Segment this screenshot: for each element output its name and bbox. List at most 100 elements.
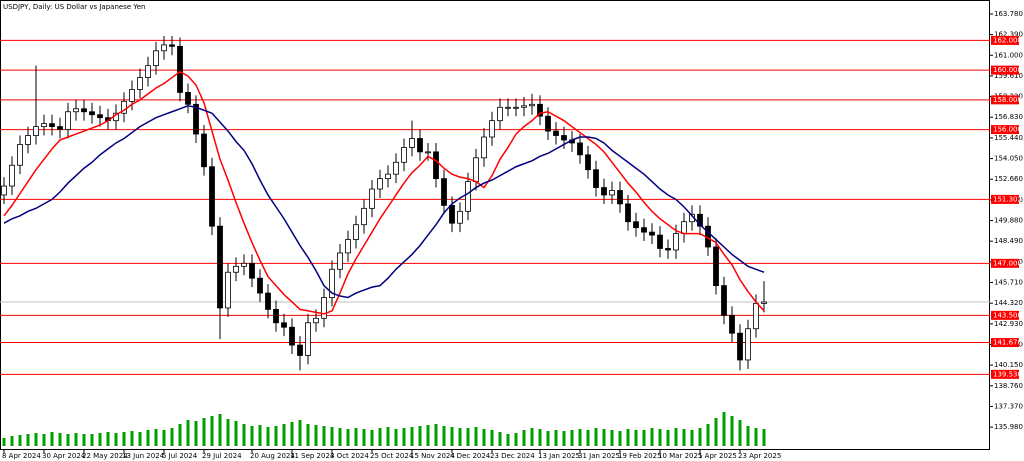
candle-body bbox=[225, 271, 231, 309]
candle-body bbox=[553, 130, 559, 136]
volume-bar bbox=[242, 424, 246, 446]
volume-bar bbox=[274, 426, 278, 446]
level-label: 156.000 bbox=[993, 126, 1022, 134]
chart-title: USDJPY, Daily: US Dollar vs Japanese Yen bbox=[3, 3, 145, 11]
volume-bar bbox=[746, 426, 750, 446]
volume-bar bbox=[546, 431, 550, 446]
x-tick-label: 19 Feb 2025 bbox=[618, 452, 662, 460]
level-tag bbox=[991, 65, 1019, 75]
volume-bar bbox=[178, 424, 182, 446]
volume-bar bbox=[514, 433, 518, 446]
candle-body bbox=[433, 151, 439, 180]
candle-body bbox=[129, 89, 135, 102]
volume-bar bbox=[130, 431, 134, 446]
candle-body bbox=[625, 203, 631, 223]
volume-bar bbox=[418, 426, 422, 446]
volume-bar bbox=[618, 431, 622, 446]
volume-bar bbox=[538, 429, 542, 446]
volume-bar bbox=[450, 427, 454, 446]
candle-body bbox=[561, 135, 567, 141]
volume-bar bbox=[26, 434, 30, 446]
volume-bar bbox=[466, 428, 470, 446]
volume-bar bbox=[362, 429, 366, 446]
volume-bar bbox=[626, 429, 630, 446]
candle-body bbox=[249, 262, 255, 279]
y-tick-label: 161.000 bbox=[994, 51, 1023, 59]
x-tick-label: 5 Jul 2024 bbox=[162, 452, 198, 460]
volume-bar bbox=[234, 421, 238, 446]
y-tick-label: 142.930 bbox=[994, 320, 1023, 328]
volume-bar bbox=[482, 429, 486, 446]
candle-body bbox=[217, 225, 223, 309]
x-tick-label: 10 Mar 2025 bbox=[658, 452, 702, 460]
volume-bar bbox=[642, 430, 646, 446]
volume-bar bbox=[434, 424, 438, 446]
candle-body bbox=[713, 246, 719, 287]
candle-body bbox=[369, 188, 375, 209]
candle-body bbox=[49, 123, 55, 128]
candle-body bbox=[737, 332, 743, 361]
candle-body bbox=[585, 154, 591, 171]
volume-bar bbox=[74, 433, 78, 446]
candle-body bbox=[697, 213, 703, 227]
candle-body bbox=[681, 221, 687, 235]
volume-bar bbox=[42, 434, 46, 446]
candle-body bbox=[601, 187, 607, 196]
candle-body bbox=[89, 111, 95, 116]
level-label: 151.302 bbox=[993, 195, 1022, 203]
volume-bar bbox=[666, 430, 670, 446]
volume-bar bbox=[218, 414, 222, 446]
y-tick-label: 156.830 bbox=[994, 113, 1023, 121]
volume-bar bbox=[426, 425, 430, 446]
candle-body bbox=[185, 92, 191, 105]
volume-bar bbox=[578, 429, 582, 446]
y-tick-label: 138.760 bbox=[994, 382, 1023, 390]
candle-body bbox=[289, 326, 295, 346]
volume-bar bbox=[754, 428, 758, 446]
volume-bar bbox=[530, 428, 534, 446]
x-tick-label: 13 Jun 2024 bbox=[122, 452, 165, 460]
volume-bar bbox=[706, 424, 710, 446]
level-tag bbox=[991, 338, 1019, 348]
level-label: 143.500 bbox=[993, 311, 1022, 319]
x-tick-label: 20 Aug 2024 bbox=[250, 452, 295, 460]
volume-bar bbox=[250, 426, 254, 446]
candle-body bbox=[425, 151, 431, 154]
volume-bar bbox=[570, 430, 574, 446]
volume-bar bbox=[714, 418, 718, 446]
x-tick-label: 15 Nov 2024 bbox=[410, 452, 455, 460]
candle-body bbox=[545, 115, 551, 132]
candle-body bbox=[9, 164, 15, 187]
volume-bar bbox=[114, 433, 118, 446]
volume-bar bbox=[402, 428, 406, 446]
volume-bar bbox=[442, 426, 446, 446]
x-tick-label: 4 Dec 2024 bbox=[450, 452, 491, 460]
x-tick-label: 23 Dec 2024 bbox=[490, 452, 535, 460]
moving-average bbox=[3, 105, 765, 299]
y-tick-label: 140.150 bbox=[994, 361, 1023, 369]
candle-body bbox=[17, 144, 23, 166]
volume-bar bbox=[50, 432, 54, 446]
x-tick-label: 3 Oct 2024 bbox=[330, 452, 369, 460]
candle-body bbox=[137, 77, 143, 90]
volume-bar bbox=[266, 427, 270, 446]
y-tick-label: 148.490 bbox=[994, 237, 1023, 245]
volume-bar bbox=[170, 428, 174, 446]
volume-bar bbox=[394, 429, 398, 446]
x-tick-label: 29 Jul 2024 bbox=[202, 452, 242, 460]
candle-body bbox=[465, 181, 471, 212]
volume-bar bbox=[674, 428, 678, 446]
volume-bar bbox=[370, 430, 374, 446]
volume-bar bbox=[106, 432, 110, 446]
candle-body bbox=[657, 234, 663, 249]
level-label: 160.000 bbox=[993, 66, 1022, 74]
candle-body bbox=[441, 178, 447, 206]
candle-body bbox=[593, 169, 599, 188]
x-tick-label: 13 Jan 2025 bbox=[538, 452, 580, 460]
volume-bar bbox=[314, 425, 318, 446]
volume-bar bbox=[90, 434, 94, 446]
volume-bar bbox=[282, 424, 286, 446]
candle-body bbox=[729, 314, 735, 334]
level-tag bbox=[991, 194, 1019, 204]
candle-body bbox=[281, 322, 287, 328]
